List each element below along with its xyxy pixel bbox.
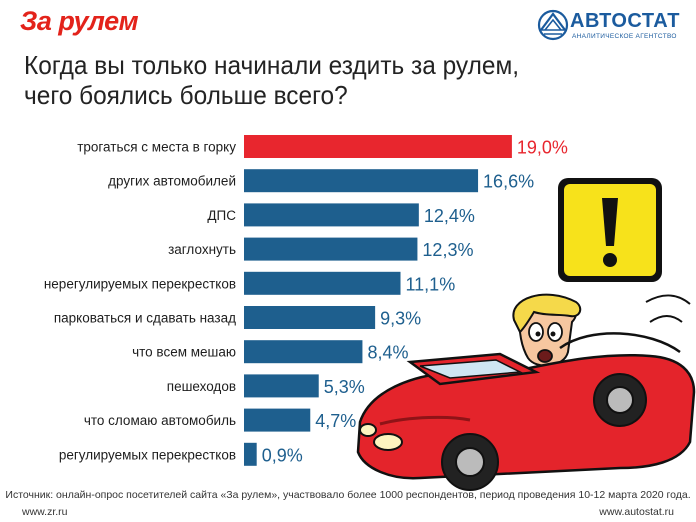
bar bbox=[244, 442, 257, 466]
category-label: других автомобилей bbox=[108, 174, 236, 189]
bar bbox=[244, 271, 401, 295]
car-wheel-front bbox=[441, 433, 499, 491]
bar bbox=[244, 169, 479, 193]
chart-title: Когда вы только начинали ездить за рулем… bbox=[24, 50, 550, 110]
car-wheel-rear bbox=[593, 373, 647, 427]
category-label: регулируемых перекрестков bbox=[59, 447, 236, 462]
category-label: ДПС bbox=[207, 208, 236, 223]
bar bbox=[244, 135, 512, 158]
value-label: 12,4% bbox=[424, 206, 475, 226]
value-label: 19,0% bbox=[517, 138, 568, 158]
category-label: пешеходов bbox=[167, 379, 236, 394]
bar bbox=[244, 203, 419, 227]
bar bbox=[244, 237, 418, 261]
category-label: трогаться с места в горку bbox=[77, 140, 236, 155]
value-label: 8,4% bbox=[367, 343, 408, 363]
autostat-emblem-icon bbox=[537, 9, 569, 41]
bar bbox=[244, 340, 363, 364]
red-car-with-driver-illustration bbox=[356, 293, 696, 491]
value-label: 9,3% bbox=[380, 309, 421, 329]
zr-url-link[interactable]: www.zr.ru bbox=[22, 506, 68, 518]
category-label: что всем мешаю bbox=[132, 345, 236, 360]
value-label: 4,7% bbox=[315, 411, 356, 431]
value-label: 16,6% bbox=[483, 172, 534, 192]
chart-title-line-2: чего боялись больше всего? bbox=[24, 80, 348, 110]
category-label: нерегулируемых перекрестков bbox=[44, 276, 236, 291]
category-label: парковаться и сдавать назад bbox=[54, 311, 236, 326]
category-label: что сломаю автомобиль bbox=[84, 413, 236, 428]
chart-title-line-1: Когда вы только начинали ездить за рулем… bbox=[24, 50, 520, 80]
value-label: 5,3% bbox=[324, 377, 365, 397]
bar bbox=[244, 408, 311, 432]
za-rulem-logo: За рулем bbox=[20, 6, 139, 37]
value-label: 0,9% bbox=[262, 445, 303, 465]
autostat-wordmark: АВТОСТАТ bbox=[570, 10, 680, 32]
za-rulem-logo-text: За рулем bbox=[20, 6, 139, 36]
bar bbox=[244, 306, 376, 329]
source-note: Источник: онлайн-опрос посетителей сайта… bbox=[5, 489, 691, 501]
autostat-tagline: АНАЛИТИЧЕСКОЕ АГЕНТСТВО bbox=[572, 33, 677, 40]
bar bbox=[244, 374, 319, 398]
autostat-logo: АВТОСТАТ АНАЛИТИЧЕСКОЕ АГЕНТСТВО bbox=[536, 8, 686, 46]
value-label: 11,1% bbox=[406, 274, 456, 294]
category-label: заглохнуть bbox=[168, 242, 236, 257]
autostat-url-link[interactable]: www.autostat.ru bbox=[599, 506, 674, 518]
exclamation-warning-sign-icon bbox=[558, 178, 662, 282]
value-label: 12,3% bbox=[422, 240, 473, 260]
